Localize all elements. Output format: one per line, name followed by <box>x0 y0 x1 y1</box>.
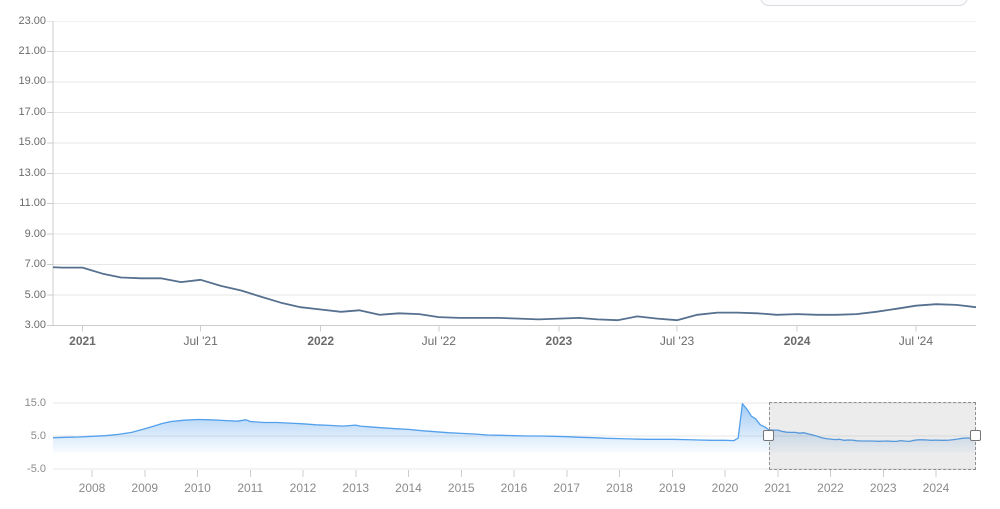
main-y-tick-label: 9.00 <box>24 227 46 240</box>
navigator-y-tick-label: 15.0 <box>24 396 46 409</box>
navigator-y-tick-label: 5.0 <box>30 429 46 442</box>
navigator-x-tick-label: 2018 <box>606 481 633 495</box>
navigator-x-tick-label: 2019 <box>658 481 686 495</box>
navigator-x-tick-label: 2017 <box>553 481 581 495</box>
navigator-x-tick-label: 2008 <box>78 481 106 495</box>
navigator-x-tick-label: 2024 <box>922 481 950 495</box>
navigator-x-tick-label: 2010 <box>184 481 211 495</box>
main-y-tick-label: 15.00 <box>18 136 46 149</box>
main-x-tick-label: 2021 <box>69 334 96 348</box>
navigator-selection-range[interactable] <box>768 402 976 470</box>
navigator-x-tick-label: 2020 <box>711 481 739 495</box>
navigator-plot-area[interactable] <box>53 399 977 478</box>
main-x-tick-label: 2023 <box>545 334 573 348</box>
main-y-tick-label: 19.00 <box>18 75 46 88</box>
navigator-x-tick-label: 2022 <box>817 481 844 495</box>
main-y-tick-label: 7.00 <box>24 258 46 271</box>
main-x-tick-label: 2024 <box>783 334 811 348</box>
main-y-tick-label: 21.00 <box>18 44 46 57</box>
navigator-x-tick-label: 2013 <box>342 481 370 495</box>
main-x-tick-label: Jul '24 <box>898 334 934 348</box>
navigator-x-tick-label: 2014 <box>395 481 422 495</box>
navigator-y-tick-label: -5.0 <box>27 462 46 475</box>
main-chart-plot-area[interactable] <box>47 21 982 333</box>
navigator-x-tick-label: 2021 <box>764 481 792 495</box>
navigator-x-tick-label: 2012 <box>289 481 317 495</box>
main-y-tick-label: 13.00 <box>18 166 46 179</box>
main-y-tick-label: 17.00 <box>18 105 46 118</box>
main-y-tick-label: 11.00 <box>19 197 46 210</box>
navigator-x-tick-label: 2023 <box>869 481 897 495</box>
main-y-tick-label: 3.00 <box>24 319 46 331</box>
main-x-tick-label: 2022 <box>307 334 335 348</box>
main-y-tick-label: 5.00 <box>24 288 46 301</box>
navigator-handle-left[interactable] <box>763 429 775 441</box>
navigator-x-tick-label: 2015 <box>447 481 475 495</box>
main-x-tick-label: Jul '22 <box>421 334 456 348</box>
main-y-tick-label: 23.00 <box>18 14 46 27</box>
navigator-x-tick-label: 2011 <box>237 481 264 495</box>
main-x-tick-label: Jul '23 <box>659 334 695 348</box>
main-x-tick-label: Jul '21 <box>183 334 218 348</box>
navigator-x-tick-label: 2016 <box>500 481 528 495</box>
navigator-handle-right[interactable] <box>970 429 982 441</box>
partial-toolbar-button[interactable] <box>760 0 968 6</box>
navigator-x-tick-label: 2009 <box>131 481 159 495</box>
